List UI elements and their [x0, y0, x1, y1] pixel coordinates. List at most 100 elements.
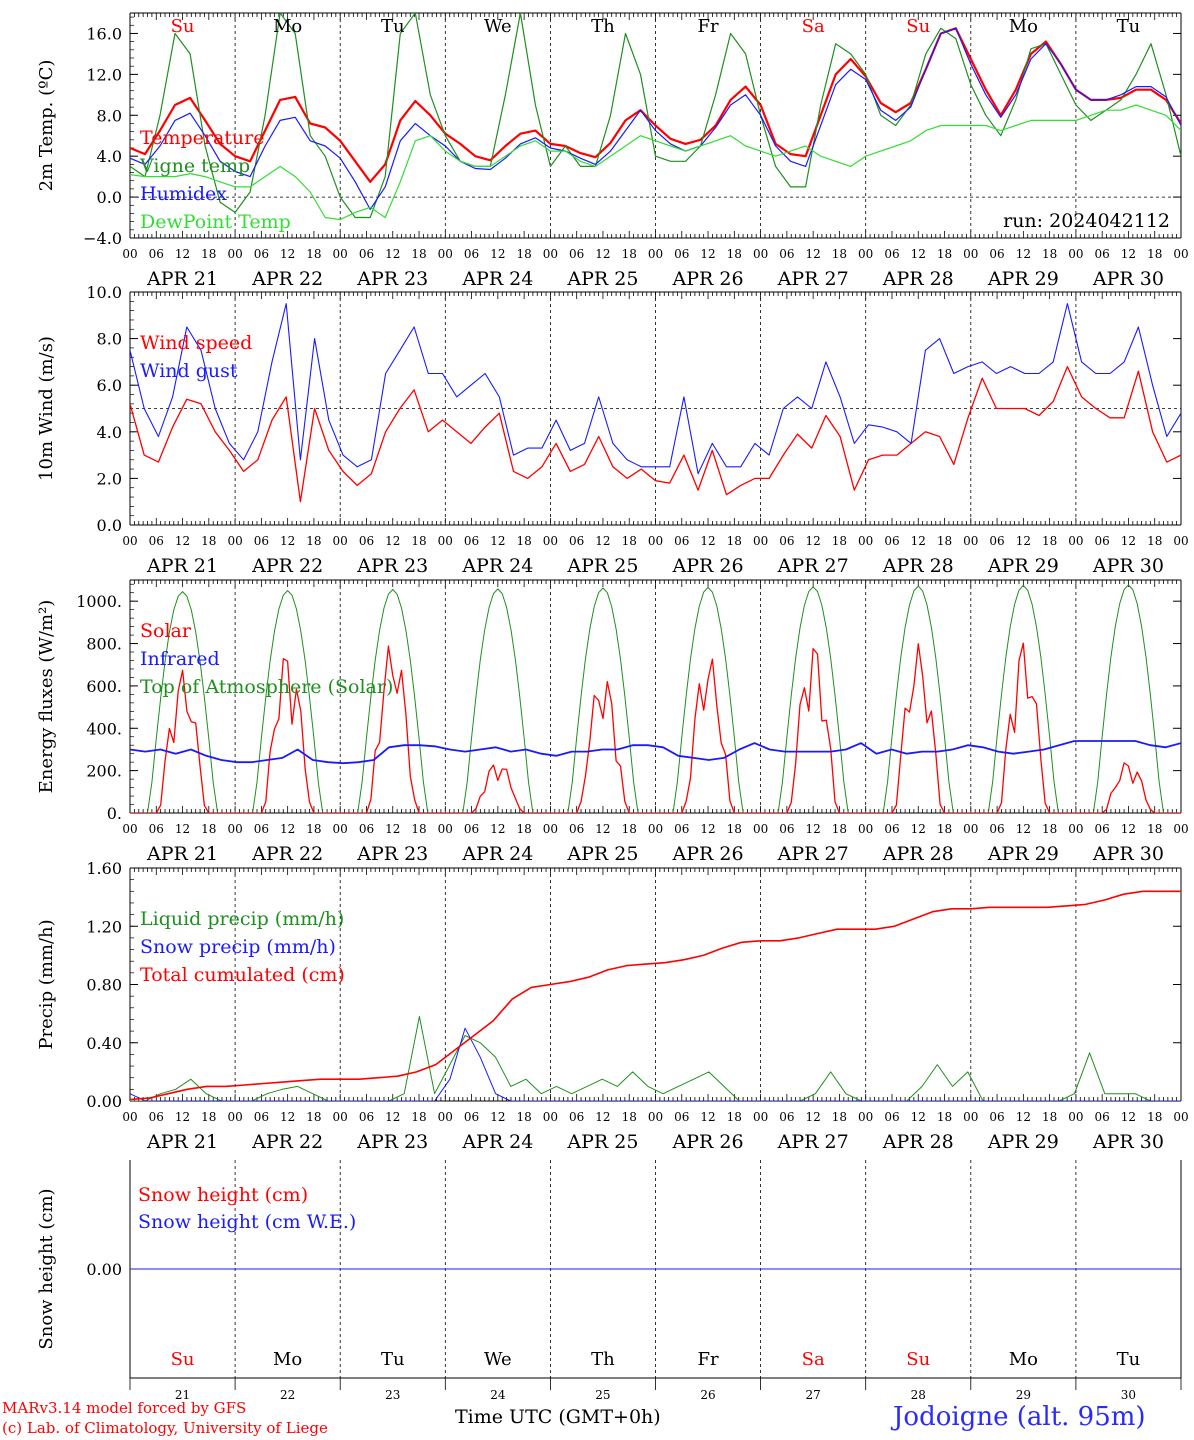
- hour-label: 12: [911, 822, 926, 836]
- hour-label: 06: [674, 822, 689, 836]
- series-line: [130, 740, 1181, 765]
- y-tick-label: 16.0: [86, 24, 122, 43]
- y-tick-label: 4.0: [97, 423, 122, 442]
- hour-label: 18: [727, 822, 742, 836]
- hour-label: 00: [122, 247, 137, 261]
- hour-label: 12: [280, 534, 295, 548]
- y-tick-label: 10.0: [86, 283, 122, 302]
- day-number-label: 26: [700, 1388, 715, 1402]
- date-label: APR 30: [1092, 555, 1164, 577]
- date-label: APR 22: [251, 843, 323, 865]
- weekday-label: Tu: [1117, 16, 1141, 37]
- hour-label: 06: [674, 534, 689, 548]
- hour-label: 12: [385, 247, 400, 261]
- date-label: APR 29: [987, 268, 1059, 290]
- hour-label: 12: [175, 534, 190, 548]
- hour-label: 00: [1068, 534, 1083, 548]
- date-label: APR 24: [461, 1131, 533, 1153]
- hour-label: 12: [1016, 822, 1031, 836]
- hour-label: 06: [359, 822, 374, 836]
- hour-label: 12: [806, 247, 821, 261]
- series-line: [130, 27, 1181, 210]
- date-label: APR 23: [356, 555, 428, 577]
- hour-label: 00: [227, 534, 242, 548]
- day-number-label: 21: [175, 1388, 190, 1402]
- date-label: APR 26: [672, 555, 744, 577]
- series-line: [130, 584, 1181, 813]
- weekday-label: Su: [906, 16, 930, 37]
- hour-label: 06: [779, 247, 794, 261]
- date-label: APR 22: [251, 555, 323, 577]
- hour-label: 12: [595, 534, 610, 548]
- y-tick-label: 0.0: [97, 188, 122, 207]
- hour-label: 06: [1095, 247, 1110, 261]
- hour-label: 00: [122, 534, 137, 548]
- hour-label: 06: [989, 1110, 1004, 1124]
- series-group: [130, 13, 1181, 221]
- hour-label: 06: [884, 534, 899, 548]
- hour-label: 12: [806, 822, 821, 836]
- y-tick-label: 1000.: [76, 592, 122, 611]
- hour-label: 00: [122, 1110, 137, 1124]
- series-line: [130, 890, 1181, 1101]
- hour-label: 00: [963, 534, 978, 548]
- date-label: APR 23: [356, 843, 428, 865]
- hour-label: 06: [254, 1110, 269, 1124]
- hour-label: 18: [201, 822, 216, 836]
- weekday-label: We: [484, 16, 512, 37]
- hour-label: 12: [280, 247, 295, 261]
- hour-label: 18: [201, 534, 216, 548]
- y-tick-label: 0.80: [86, 976, 122, 995]
- date-label: APR 23: [356, 1131, 428, 1153]
- hour-label: 00: [543, 822, 558, 836]
- date-label: APR 27: [777, 555, 849, 577]
- weekday-label: Mo: [1009, 16, 1038, 37]
- hour-label: 12: [1121, 534, 1136, 548]
- y-tick-label: 600.: [86, 677, 122, 696]
- hour-label: 18: [1042, 822, 1057, 836]
- hour-label: 18: [1042, 247, 1057, 261]
- hour-label: 12: [700, 534, 715, 548]
- day-number-label: 30: [1121, 1388, 1136, 1402]
- legend-entry: Infrared: [140, 648, 220, 670]
- hour-label: 18: [832, 1110, 847, 1124]
- hour-label: 00: [333, 1110, 348, 1124]
- hour-label: 18: [411, 534, 426, 548]
- hour-label: 06: [254, 822, 269, 836]
- day-number-label: 28: [911, 1388, 926, 1402]
- date-label: APR 25: [566, 555, 638, 577]
- day-number-label: 22: [280, 1388, 295, 1402]
- hour-label: 00: [648, 534, 663, 548]
- hour-label: 06: [884, 822, 899, 836]
- hour-label: 18: [306, 1110, 321, 1124]
- hour-label: 06: [779, 822, 794, 836]
- y-tick-label: 12.0: [86, 65, 122, 84]
- weekday-label: Su: [906, 1349, 930, 1370]
- day-number-label: 23: [385, 1388, 400, 1402]
- day-number-label: 24: [490, 1388, 506, 1402]
- weekday-label: Th: [591, 1349, 615, 1370]
- y-tick-label: 1.60: [86, 859, 122, 878]
- legend-entry: Snow height (cm): [138, 1184, 308, 1206]
- hour-label: 12: [280, 822, 295, 836]
- hour-label: 00: [753, 822, 768, 836]
- date-label: APR 22: [251, 268, 323, 290]
- hour-label: 06: [989, 534, 1004, 548]
- date-label: APR 30: [1092, 843, 1164, 865]
- hour-label: 00: [227, 1110, 242, 1124]
- hour-label: 06: [149, 822, 164, 836]
- hour-label: 06: [149, 247, 164, 261]
- hour-label: 00: [333, 247, 348, 261]
- hour-label: 00: [543, 534, 558, 548]
- weekday-label: Sa: [802, 1349, 825, 1370]
- date-label: APR 25: [566, 268, 638, 290]
- weekday-label: Su: [171, 16, 195, 37]
- y-tick-label: 8.0: [97, 106, 122, 125]
- hour-label: 18: [1042, 1110, 1057, 1124]
- hour-label: 06: [884, 247, 899, 261]
- y-axis-label: Snow height (cm): [36, 1188, 57, 1349]
- y-tick-label: −4.0: [83, 229, 122, 248]
- hour-label: 12: [1121, 1110, 1136, 1124]
- hour-label: 06: [674, 1110, 689, 1124]
